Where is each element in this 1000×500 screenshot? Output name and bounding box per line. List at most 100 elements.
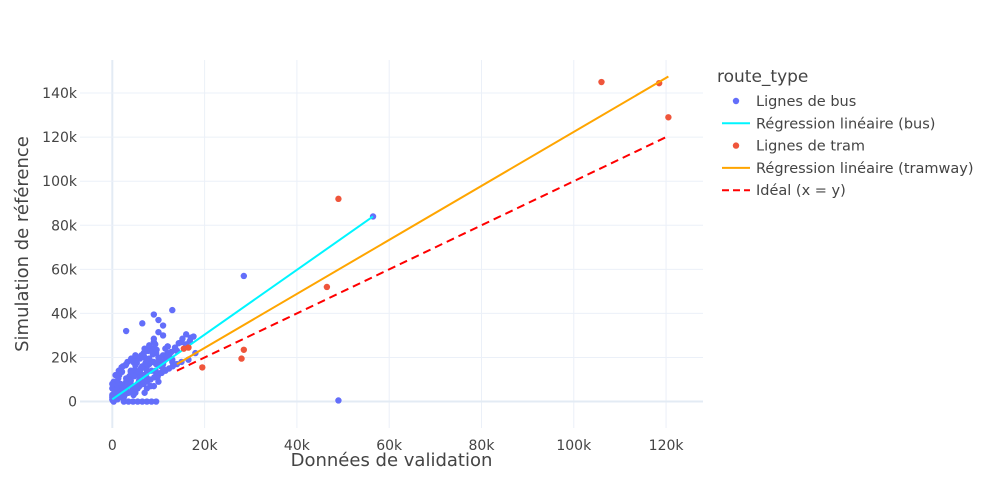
y-tick-label: 20k (51, 350, 78, 366)
series-regression-lineaire-bus (111, 215, 374, 401)
x-tick-label: 0 (108, 438, 117, 454)
legend-item-lignes-de-bus[interactable]: Lignes de bus (732, 94, 856, 110)
data-point[interactable] (134, 398, 141, 405)
data-point[interactable] (175, 339, 182, 347)
data-point[interactable] (150, 311, 158, 318)
x-tick-label: 20k (192, 438, 219, 454)
data-point[interactable] (199, 364, 206, 371)
y-tick-label: 60k (51, 262, 78, 278)
data-point[interactable] (159, 322, 167, 329)
data-point[interactable] (240, 272, 248, 280)
grid (80, 60, 703, 428)
data-point[interactable] (146, 342, 153, 349)
data-point[interactable] (665, 114, 672, 121)
data-point[interactable] (155, 378, 162, 385)
axes: 0 20k 40k 60k 80k 100k 120k 0 20k 40k 60k 80k 100k 12… (42, 86, 684, 454)
data-point[interactable] (335, 397, 342, 404)
y-tick-label: 80k (51, 218, 78, 234)
data-point[interactable] (139, 398, 146, 405)
data-point[interactable] (139, 320, 146, 327)
data-point[interactable] (148, 398, 155, 405)
data-point[interactable] (240, 346, 248, 353)
data-point[interactable] (132, 361, 139, 369)
data-point[interactable] (185, 344, 192, 351)
data-point[interactable] (132, 352, 139, 359)
plot-area (109, 75, 672, 405)
x-tick-label: 60k (376, 438, 403, 454)
series-lignes-de-tram (180, 78, 672, 371)
x-axis-title: Données de validation (291, 450, 493, 471)
data-point[interactable] (153, 346, 160, 353)
data-point[interactable] (182, 331, 190, 338)
data-point[interactable] (169, 306, 176, 314)
data-point[interactable] (109, 380, 116, 388)
x-tick-label: 100k (556, 438, 592, 454)
data-point[interactable] (168, 348, 175, 356)
data-point[interactable] (143, 385, 151, 392)
data-point[interactable] (113, 371, 121, 379)
legend-item-ideal-x-y[interactable]: Idéal (x = y) (722, 183, 846, 199)
legend-marker (732, 97, 740, 105)
data-point[interactable] (129, 398, 137, 405)
y-tick-label: 100k (42, 174, 78, 190)
data-point[interactable] (118, 381, 125, 389)
series-lignes-de-bus (109, 213, 377, 405)
series-regression-lineaire-tramway (176, 75, 669, 365)
data-point[interactable] (152, 360, 160, 368)
data-point[interactable] (141, 345, 148, 352)
data-point[interactable] (598, 78, 605, 86)
data-point[interactable] (120, 398, 128, 405)
y-axis-title: Simulation de référence (12, 136, 33, 352)
data-point[interactable] (142, 359, 149, 367)
data-point[interactable] (127, 368, 134, 376)
y-tick-label: 140k (42, 86, 78, 102)
data-point[interactable] (323, 283, 331, 291)
legend-label: Régression linéaire (bus) (756, 116, 935, 132)
data-point[interactable] (138, 364, 146, 371)
legend-label: Idéal (x = y) (756, 183, 846, 199)
data-point[interactable] (164, 343, 171, 350)
data-point[interactable] (155, 328, 162, 336)
y-tick-label: 0 (68, 395, 77, 411)
legend-item-regression-lineaire-bus[interactable]: Régression linéaire (bus) (722, 116, 935, 132)
x-tick-label: 120k (649, 438, 685, 454)
data-point[interactable] (149, 350, 157, 358)
data-point[interactable] (335, 195, 342, 203)
x-tick-label: 80k (469, 438, 496, 454)
x-tick-label: 40k (284, 438, 311, 454)
data-point[interactable] (134, 368, 142, 376)
legend-marker (732, 142, 740, 149)
data-point[interactable] (122, 360, 130, 368)
data-point[interactable] (122, 375, 130, 382)
series-line (176, 75, 669, 365)
data-point[interactable] (190, 333, 197, 340)
series-line (111, 215, 374, 401)
data-point[interactable] (136, 355, 144, 362)
data-point[interactable] (143, 367, 151, 374)
data-point[interactable] (150, 338, 158, 346)
data-point[interactable] (143, 398, 151, 405)
data-point[interactable] (155, 316, 162, 324)
legend-label: Régression linéaire (tramway) (756, 161, 973, 177)
legend-title: route_type (717, 67, 808, 87)
legend-item-regression-lineaire-tramway[interactable]: Régression linéaire (tramway) (722, 161, 973, 177)
data-point[interactable] (152, 398, 160, 405)
data-point[interactable] (159, 332, 167, 339)
legend-label: Lignes de bus (756, 94, 856, 110)
data-point[interactable] (122, 327, 130, 335)
data-point[interactable] (179, 335, 186, 342)
y-tick-label: 120k (42, 130, 78, 146)
legend-item-lignes-de-tram[interactable]: Lignes de tram (732, 139, 865, 155)
data-point[interactable] (238, 355, 245, 362)
legend[interactable]: route_type Lignes de bus Régression linéa… (717, 67, 973, 199)
data-point[interactable] (111, 387, 119, 394)
data-point[interactable] (125, 398, 132, 405)
y-tick-label: 40k (51, 306, 78, 322)
data-point[interactable] (118, 364, 125, 371)
legend-label: Lignes de tram (756, 139, 865, 155)
data-point[interactable] (131, 373, 138, 380)
data-point[interactable] (146, 355, 153, 362)
